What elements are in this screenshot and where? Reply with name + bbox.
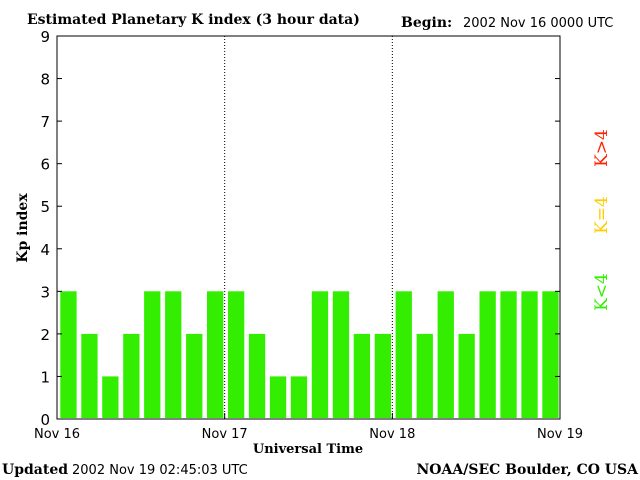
- bar-13: [332, 291, 350, 418]
- bar-15: [374, 333, 391, 418]
- bar-0: [60, 291, 77, 418]
- bar-12: [311, 291, 329, 418]
- bar-23: [542, 291, 559, 418]
- x-tick-label-3: Nov 19: [537, 427, 583, 442]
- begin-label: Begin:: [401, 15, 452, 31]
- source-credit: NOAA/SEC Boulder, CO USA: [417, 462, 640, 478]
- day-dividers: [224, 36, 393, 419]
- x-axis-label: Universal Time: [253, 442, 363, 457]
- bar-19: [458, 333, 475, 418]
- bar-21: [500, 291, 517, 418]
- bar-16: [395, 291, 412, 418]
- y-tick-label-7: 7: [40, 113, 50, 131]
- bar-5: [165, 291, 182, 418]
- bar-10: [269, 376, 287, 418]
- bar-1: [81, 333, 98, 418]
- x-tick-label-1: Nov 17: [202, 427, 248, 442]
- bar-2: [102, 376, 119, 418]
- begin-value: 2002 Nov 16 0000 UTC: [463, 16, 613, 31]
- y-tick-label-5: 5: [40, 198, 50, 216]
- bar-6: [186, 333, 203, 418]
- bar-11: [290, 376, 308, 418]
- bar-18: [437, 291, 454, 418]
- bars: [60, 291, 559, 418]
- bar-8: [228, 291, 245, 418]
- y-tick-label-9: 9: [40, 28, 50, 46]
- bar-7: [207, 291, 224, 418]
- y-tick-label-4: 4: [40, 241, 50, 259]
- y-tick-label-3: 3: [40, 283, 50, 301]
- y-tick-label-8: 8: [40, 71, 50, 89]
- y-axis-label: Kp index: [15, 193, 31, 263]
- updated-label: Updated: [2, 462, 68, 478]
- bar-22: [521, 291, 538, 418]
- y-tick-label-6: 6: [40, 156, 50, 174]
- legend-above4: K>4: [592, 129, 612, 167]
- bar-14: [353, 333, 370, 418]
- y-axis-ticks: 0 1 2 3 4 5 6 7 8 9: [40, 28, 560, 429]
- legend: K<4 K=4 K>4: [592, 129, 612, 311]
- updated-value: 2002 Nov 19 02:45:03 UTC: [72, 463, 248, 478]
- bar-9: [248, 333, 266, 418]
- y-tick-label-1: 1: [40, 368, 50, 386]
- bar-20: [479, 291, 496, 418]
- legend-below4: K<4: [592, 273, 612, 311]
- x-tick-label-2: Nov 18: [369, 427, 415, 442]
- chart-title: Estimated Planetary K index (3 hour data…: [27, 12, 360, 28]
- bar-4: [144, 291, 161, 418]
- y-tick-label-2: 2: [40, 326, 50, 344]
- bar-3: [123, 333, 140, 418]
- bar-17: [416, 333, 433, 418]
- x-axis-ticks: Nov 16 Nov 17 Nov 18 Nov 19: [34, 413, 583, 442]
- plot-frame: [56, 35, 561, 420]
- x-tick-label-0: Nov 16: [34, 427, 80, 442]
- legend-equal4: K=4: [592, 196, 612, 234]
- y-tick-label-0: 0: [40, 411, 50, 429]
